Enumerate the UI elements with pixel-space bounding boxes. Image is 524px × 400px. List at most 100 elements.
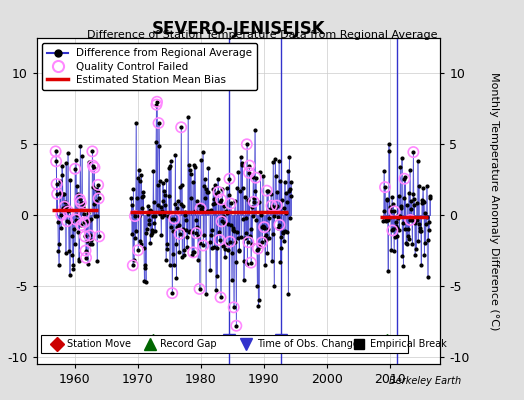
Point [178, 182, 186, 188]
Point [248, 213, 257, 219]
Point [275, 222, 283, 228]
Point [82, 238, 91, 244]
Point [406, 217, 414, 223]
Point [62, 203, 71, 209]
Point [259, 225, 268, 232]
Point [408, 216, 416, 223]
Point [145, 221, 153, 228]
Point [160, 188, 169, 194]
Point [188, 252, 196, 258]
Point [287, 193, 296, 199]
Point [155, 143, 163, 150]
Point [184, 229, 193, 235]
Point [417, 262, 425, 268]
Point [194, 256, 202, 263]
Point [265, 235, 273, 241]
Point [159, 180, 167, 186]
Point [80, 219, 89, 226]
Point [155, 120, 163, 126]
Point [94, 195, 103, 202]
Point [200, 232, 208, 238]
Point [424, 237, 432, 243]
Point [244, 239, 253, 245]
Point [267, 191, 275, 198]
Point [275, 222, 283, 228]
Point [60, 204, 69, 210]
Point [388, 227, 397, 234]
Point [138, 205, 147, 211]
Point [216, 294, 225, 300]
Point [56, 190, 64, 196]
Point [129, 186, 137, 192]
Point [184, 114, 192, 121]
Point [283, 168, 292, 174]
Point [147, 231, 155, 238]
Point [274, 214, 282, 220]
Point [221, 254, 229, 260]
Point [152, 102, 161, 108]
Point [69, 262, 77, 268]
Point [217, 196, 225, 203]
Point [178, 254, 187, 261]
Point [81, 233, 89, 240]
Point [180, 252, 188, 258]
Point [144, 210, 152, 217]
Point [270, 282, 278, 289]
Point [274, 224, 282, 231]
Point [196, 240, 204, 246]
Point [213, 273, 221, 279]
Point [398, 253, 407, 259]
Point [400, 194, 408, 201]
Point [233, 184, 242, 191]
Point [245, 162, 254, 169]
Point [396, 213, 404, 219]
Point [238, 184, 247, 191]
Point [155, 120, 163, 126]
Point [176, 231, 184, 237]
Point [419, 198, 428, 204]
Point [254, 246, 262, 252]
Point [235, 247, 244, 253]
Point [260, 234, 269, 240]
Point [130, 209, 138, 215]
Point [395, 227, 403, 234]
Point [191, 164, 199, 170]
Point [137, 172, 146, 178]
Point [383, 195, 391, 202]
Point [190, 249, 198, 255]
Point [205, 238, 214, 245]
Point [399, 220, 407, 226]
Point [88, 148, 96, 154]
Point [128, 262, 137, 268]
Point [86, 241, 94, 247]
Point [70, 241, 79, 248]
Point [172, 240, 180, 247]
Point [282, 228, 291, 235]
Point [177, 124, 185, 130]
Point [90, 164, 99, 171]
Point [381, 184, 389, 190]
Point [73, 191, 82, 197]
Point [170, 215, 179, 222]
Point [239, 216, 247, 222]
Point [157, 204, 165, 210]
Point [168, 216, 176, 222]
Point [69, 266, 78, 272]
Point [219, 243, 227, 250]
Point [190, 162, 199, 168]
Point [408, 241, 417, 248]
Point [384, 268, 392, 274]
Point [418, 196, 427, 203]
Title: SEVERO-JENISEJSK: SEVERO-JENISEJSK [151, 20, 325, 38]
Point [52, 158, 60, 164]
Point [225, 176, 234, 182]
Point [95, 233, 103, 240]
Point [247, 259, 255, 266]
Point [391, 218, 400, 225]
Point [133, 175, 141, 181]
Point [147, 208, 156, 214]
Point [252, 174, 260, 181]
Point [245, 162, 254, 169]
Point [219, 213, 227, 220]
Point [254, 246, 262, 252]
